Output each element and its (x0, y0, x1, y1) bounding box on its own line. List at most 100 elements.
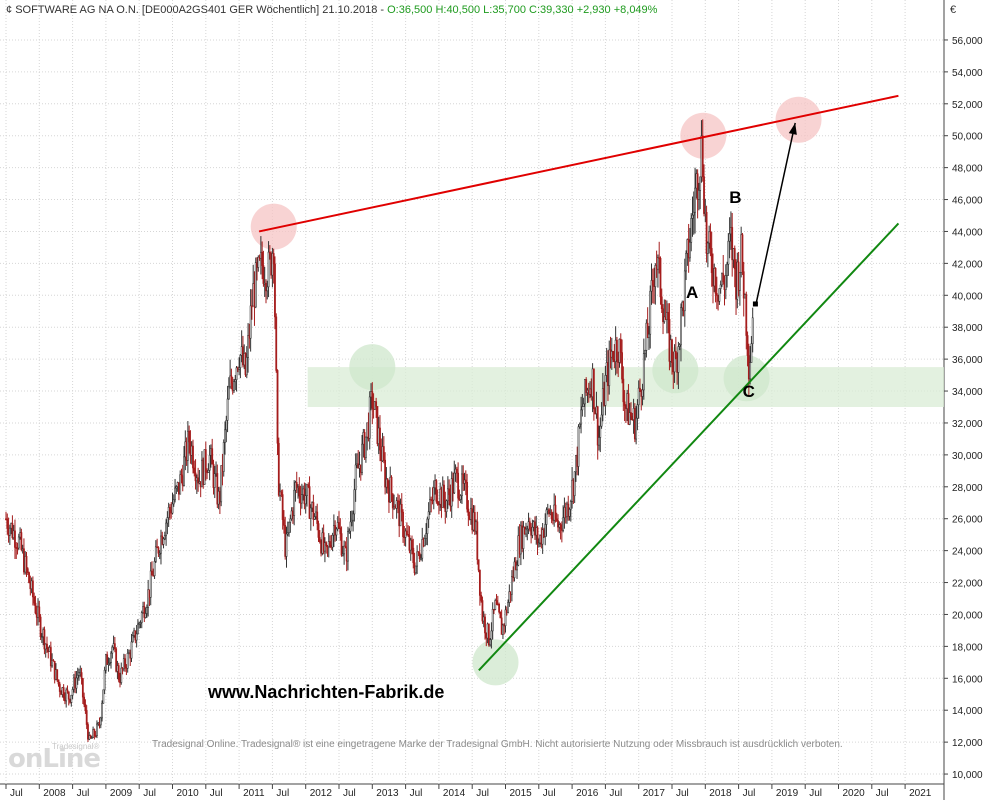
candle-body (276, 370, 279, 444)
candle-body (6, 518, 9, 529)
y-tick-label: 12,000 (952, 738, 983, 749)
candle-body (733, 248, 736, 270)
candle-body (541, 529, 544, 545)
candle-body (308, 486, 311, 519)
x-tick-label: 2021 (909, 788, 932, 799)
candle-body (149, 570, 152, 598)
candle-body (309, 507, 312, 519)
candle-body (271, 253, 274, 276)
candle-body (654, 265, 657, 287)
candle-body (412, 547, 415, 564)
candle-body (157, 547, 160, 554)
candle-body (423, 538, 426, 547)
candle-body (379, 427, 381, 451)
candle-body (120, 667, 123, 683)
candle-body (51, 660, 54, 667)
candle-body (99, 717, 102, 726)
candle-body (382, 446, 385, 461)
green-highlight-circle (349, 344, 396, 391)
x-tick-label: Jul (343, 788, 356, 799)
candle-body (742, 271, 745, 299)
green-highlight-circle (472, 639, 519, 686)
support-line (478, 222, 900, 671)
candle-body (400, 504, 403, 513)
candle-body (70, 694, 73, 703)
candle-body (667, 311, 670, 320)
x-tick-label: Jul (143, 788, 156, 799)
candle-body (384, 459, 387, 488)
candle-body (395, 500, 398, 509)
candle-body (421, 539, 424, 559)
candle-body (193, 467, 196, 474)
y-tick-label: 24,000 (952, 547, 983, 558)
candle-body (477, 559, 480, 571)
x-tick-label: Jul (543, 788, 556, 799)
y-tick-label: 36,000 (952, 355, 983, 366)
quote-info: O:36,500 H:40,500 L:35,700 C:39,330 +2,9… (387, 4, 658, 16)
candle-body (689, 241, 691, 259)
candle-body (627, 393, 630, 425)
candle-body (353, 489, 356, 515)
logo-brand-text: onLine (8, 744, 101, 774)
candle-body (338, 522, 340, 529)
x-tick-label: Jul (609, 788, 622, 799)
y-tick-label: 46,000 (952, 196, 983, 207)
y-axis: 10,000 12,000 14,000 16,000 18,000 20,000 22,0… (944, 36, 983, 781)
candle-body (508, 591, 511, 603)
candle-body (728, 233, 731, 242)
candle-body (673, 350, 676, 373)
candle-body (746, 335, 749, 356)
candle-body (171, 503, 174, 514)
support-zone (307, 367, 944, 407)
candle-body (368, 396, 371, 439)
candle-body (261, 251, 264, 266)
candle-body (641, 389, 644, 397)
candle-body (17, 536, 20, 549)
candle-body (213, 473, 216, 488)
candle-body (386, 478, 389, 489)
candle-body (554, 504, 557, 520)
candle-body (84, 704, 87, 711)
candle-body (46, 643, 48, 649)
candle-body (731, 227, 734, 261)
candle-body (495, 600, 498, 605)
candle-body (557, 520, 559, 528)
candle-body (192, 445, 194, 469)
candle-body (662, 308, 664, 323)
candle-body (286, 532, 289, 535)
candle-body (644, 349, 647, 354)
candle-body (147, 589, 150, 608)
candle-body (616, 339, 618, 361)
candle-body (57, 679, 60, 685)
candle-body (280, 491, 283, 495)
candle-body (111, 646, 114, 654)
y-tick-label: 48,000 (952, 164, 983, 175)
candle-body (600, 414, 603, 427)
candle-body (274, 263, 276, 318)
candle-body (254, 262, 257, 308)
candle-body (101, 702, 103, 719)
candle-body (344, 545, 347, 548)
instrument-info: SOFTWARE AG NA O.N. [DE000A2GS401 GER Wö… (15, 4, 385, 16)
candle-body (502, 624, 504, 635)
candle-body (107, 663, 110, 665)
candle-body (158, 552, 161, 555)
y-tick-label: 56,000 (952, 36, 983, 47)
candle-body (585, 379, 588, 393)
candle-body (180, 474, 183, 477)
candle-body (58, 683, 61, 692)
x-tick-label: 2015 (510, 788, 533, 799)
candle-body (247, 335, 249, 358)
candle-body (331, 534, 334, 548)
candle-body (418, 552, 421, 560)
candle-body (738, 272, 741, 291)
candle-body (26, 568, 29, 573)
candle-body (216, 473, 219, 505)
candle-body (93, 729, 96, 736)
candle-body (683, 270, 686, 312)
candle-body (156, 546, 159, 549)
candle-body (197, 477, 200, 484)
x-tick-label: Jul (77, 788, 90, 799)
candle-body (578, 423, 581, 428)
